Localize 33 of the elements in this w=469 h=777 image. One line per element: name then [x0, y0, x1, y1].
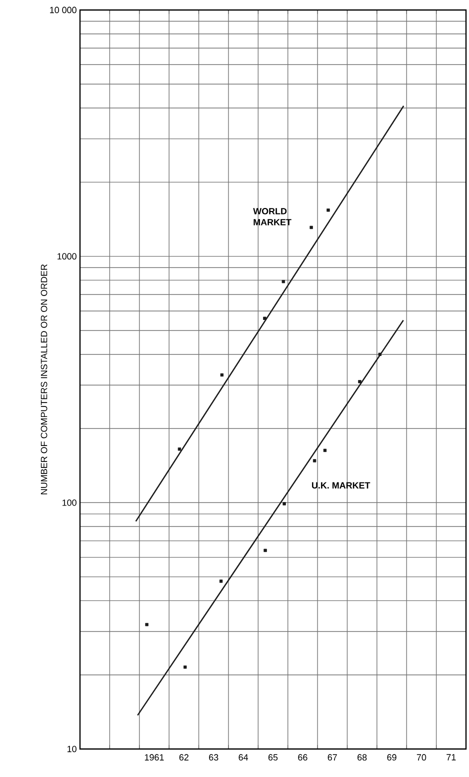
point: [312, 459, 316, 462]
x-tick-label: 70: [416, 754, 426, 761]
point: [220, 373, 224, 377]
point: [178, 448, 182, 451]
text: U.K. MARKET: [312, 482, 370, 489]
text: WORLD MARKET: [253, 208, 292, 226]
x-tick-label: 71: [446, 754, 456, 760]
point: [282, 502, 286, 506]
point: [282, 280, 285, 284]
point: [264, 548, 267, 552]
point: [310, 226, 313, 230]
x-tick-label: 1961: [144, 754, 164, 761]
y-tick-label: 10 000: [50, 6, 76, 14]
point: [263, 316, 266, 320]
x-tick-label: 68: [358, 754, 367, 761]
x-tick-label: 62: [179, 754, 188, 761]
x-tick-label: 67: [328, 754, 337, 761]
x-tick-label: 66: [298, 754, 308, 761]
x-tick-label: 63: [209, 754, 218, 761]
y-tick-label: 10: [68, 746, 76, 752]
point: [184, 666, 187, 669]
point: [326, 208, 330, 212]
point: [358, 380, 362, 384]
y-axis-title: NUMBER OF COMPUTERS INSTALLED OR ON ORDER: [40, 264, 48, 494]
x-tick-label: 65: [268, 754, 278, 761]
point: [378, 352, 382, 356]
point: [145, 622, 148, 626]
y-tick-label: 1000: [58, 253, 76, 260]
x-tick-label: 69: [387, 754, 396, 761]
x-tick-label: 64: [238, 754, 248, 761]
point: [323, 448, 327, 452]
y-tick-label: 100: [62, 499, 76, 506]
point: [219, 580, 223, 583]
